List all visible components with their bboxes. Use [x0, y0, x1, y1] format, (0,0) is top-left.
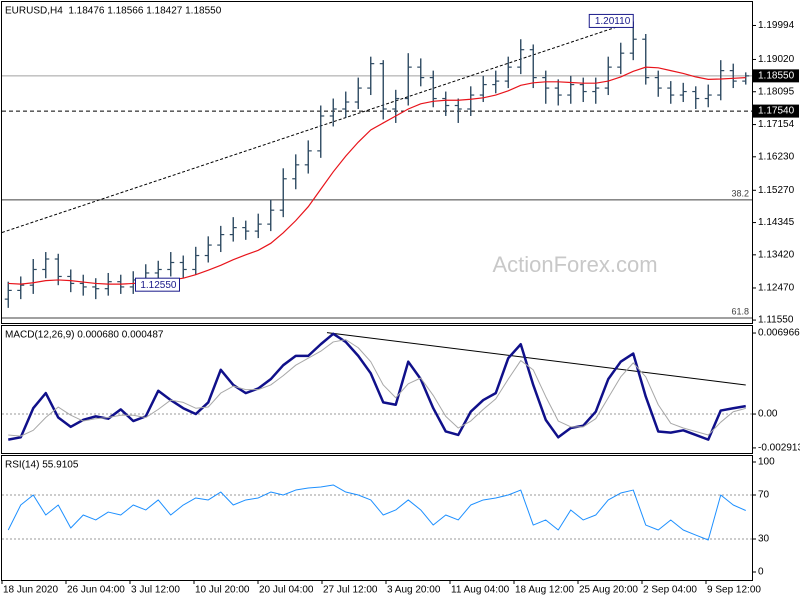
annotation-label: 1.20110 [595, 16, 631, 27]
panel-title: RSI(14) 55.9105 [5, 460, 79, 471]
moving-average [8, 66, 746, 285]
indicator-line [8, 339, 746, 437]
watermark: ActionForex.com [492, 252, 657, 277]
y-tick-label: 1.12470 [758, 283, 795, 294]
y-tick-label: 1.19020 [758, 54, 795, 65]
x-tick-label: 2 Sep 04:00 [643, 585, 697, 596]
x-tick-label: 20 Jul 04:00 [259, 585, 314, 596]
rsi-panel-frame [1, 455, 753, 581]
annotation-box [135, 277, 180, 292]
x-tick-label: 11 Aug 04:00 [451, 585, 510, 596]
panel-title: MACD(12,26,9) 0.000680 0.000487 [5, 330, 164, 341]
indicator-line [7, 484, 746, 541]
y-tick-label: 100 [758, 457, 775, 468]
trendline [1, 20, 634, 233]
y-tick-label: 1.11550 [758, 315, 794, 326]
y-tick-label: 30 [758, 534, 770, 545]
y-tick-label: 0 [758, 567, 764, 578]
x-tick-label: 3 Jul 12:00 [131, 585, 180, 596]
annotation-box [588, 13, 634, 28]
y-tick-label: 1.15270 [758, 185, 795, 196]
macd-panel-frame [1, 325, 753, 454]
y-tick-label: -0.002913 [758, 443, 800, 454]
y-tick-label: 1.19994 [758, 20, 795, 31]
x-tick-label: 25 Aug 20:00 [579, 585, 638, 596]
x-tick-label: 9 Sep 12:00 [707, 585, 761, 596]
fib-label: 61.8 [731, 306, 749, 316]
indicator-line [8, 332, 746, 441]
y-tick-label: 0.00 [758, 409, 778, 420]
y-tick-label: 1.18095 [758, 86, 795, 97]
x-tick-label: 27 Jul 12:00 [323, 585, 378, 596]
price-box [752, 104, 799, 118]
y-tick-label: 1.13420 [758, 249, 795, 260]
annotation-label: 1.12550 [140, 280, 177, 291]
y-tick-label: 1.17154 [758, 119, 795, 130]
fib-label: 38.2 [731, 188, 749, 198]
price-panel-frame [1, 1, 753, 324]
y-tick-label: 70 [758, 490, 770, 501]
y-tick-label: 1.16230 [758, 151, 795, 162]
x-tick-label: 10 Jul 20:00 [195, 585, 250, 596]
price-box-label: 1.17540 [758, 106, 795, 117]
y-tick-label: 0.006966 [758, 328, 800, 339]
y-tick-label: 1.14345 [758, 217, 795, 228]
x-tick-label: 18 Jun 2020 [3, 585, 58, 596]
x-tick-label: 26 Jun 04:00 [67, 585, 125, 596]
x-tick-label: 3 Aug 20:00 [387, 585, 441, 596]
x-tick-label: 18 Aug 12:00 [515, 585, 574, 596]
price-box [752, 69, 799, 83]
panel-title: EURUSD,H4 1.18476 1.18566 1.18427 1.1855… [5, 6, 222, 17]
price-box-label: 1.18550 [758, 70, 795, 81]
trendline [326, 332, 746, 386]
